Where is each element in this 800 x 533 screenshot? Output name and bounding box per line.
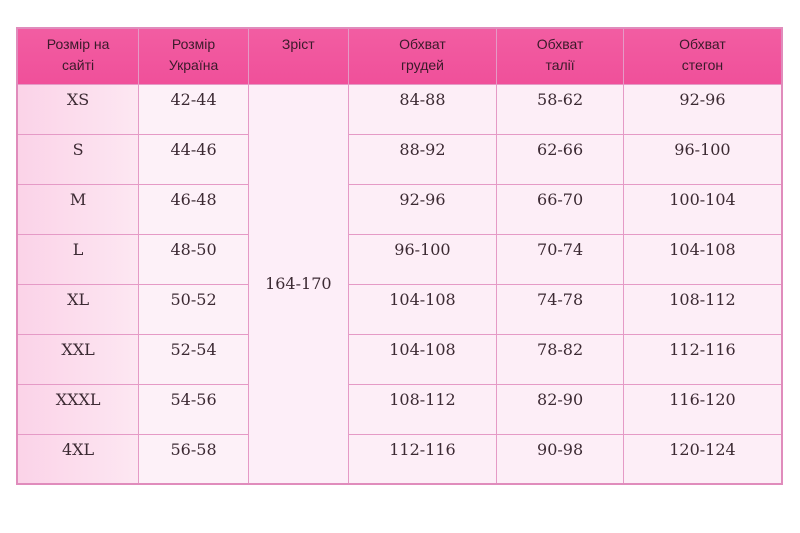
cell-waist: 82-90 [496,383,624,435]
header-text: Обхват [536,36,584,52]
cell-ua: 44-46 [138,133,249,185]
header-hips: Обхват стегон [622,27,783,85]
cell-hips: 96-100 [622,133,783,185]
cell-chest: 104-108 [347,283,498,335]
cell-chest: 84-88 [347,83,498,135]
header-text: Зріст [281,36,315,52]
cell-waist: 78-82 [496,333,624,385]
cell-chest: 88-92 [347,133,498,185]
header-text: Обхват [399,36,446,52]
header-waist: Обхват талії [496,27,624,85]
cell-size: S [16,133,140,185]
cell-waist: 74-78 [496,283,624,335]
table-row: XXXL 54-56 108-112 82-90 116-120 [16,383,783,435]
cell-hips: 116-120 [622,383,783,435]
header-text: Обхват [679,36,726,52]
header-text: стегон [681,57,724,73]
header-text: Розмір на [46,36,110,52]
cell-chest: 96-100 [347,233,498,285]
cell-ua: 42-44 [138,83,249,135]
cell-hips: 92-96 [622,83,783,135]
cell-hips: 112-116 [622,333,783,385]
cell-ua: 54-56 [138,383,249,435]
cell-height: 164-170 [247,83,349,485]
cell-chest: 112-116 [347,433,498,485]
cell-waist: 70-74 [496,233,624,285]
header-chest: Обхват грудей [347,27,498,85]
cell-hips: 104-108 [622,233,783,285]
size-chart-table: Розмір на сайті Розмір Україна Зріст Обхват гр… [16,27,783,485]
cell-size: XXXL [16,383,140,435]
cell-chest: 92-96 [347,183,498,235]
header-text: грудей [400,57,444,73]
header-text: сайті [62,57,95,73]
cell-size: M [16,183,140,235]
header-text: Розмір [171,36,216,52]
cell-hips: 108-112 [622,283,783,335]
cell-chest: 108-112 [347,383,498,435]
cell-chest: 104-108 [347,333,498,385]
cell-waist: 58-62 [496,83,624,135]
table-row: L 48-50 96-100 70-74 104-108 [16,233,783,285]
header-text: Україна [168,57,219,73]
cell-size: L [16,233,140,285]
cell-ua: 52-54 [138,333,249,385]
cell-size: 4XL [16,433,140,485]
table-row: XL 50-52 104-108 74-78 108-112 [16,283,783,335]
header-height: Зріст [247,27,349,85]
cell-ua: 46-48 [138,183,249,235]
cell-waist: 66-70 [496,183,624,235]
cell-size: XXL [16,333,140,385]
cell-ua: 50-52 [138,283,249,335]
cell-ua: 48-50 [138,233,249,285]
table-row: S 44-46 88-92 62-66 96-100 [16,133,783,185]
cell-waist: 90-98 [496,433,624,485]
table-row: XS 42-44 164-170 84-88 58-62 92-96 [16,83,783,485]
header-site-size: Розмір на сайті [16,27,140,85]
table-row: XXL 52-54 104-108 78-82 112-116 [16,333,783,385]
cell-hips: 100-104 [622,183,783,235]
cell-size: XS [16,83,140,135]
cell-ua: 56-58 [138,433,249,485]
header-row: Розмір на сайті Розмір Україна Зріст Обхват гр… [16,27,783,85]
table-row: M 46-48 92-96 66-70 100-104 [16,183,783,235]
cell-hips: 120-124 [622,433,783,485]
table-row: 4XL 56-58 112-116 90-98 120-124 [16,433,783,485]
header-text: талії [545,57,575,73]
cell-waist: 62-66 [496,133,624,185]
header-ukraine-size: Розмір Україна [138,27,249,85]
cell-size: XL [16,283,140,335]
